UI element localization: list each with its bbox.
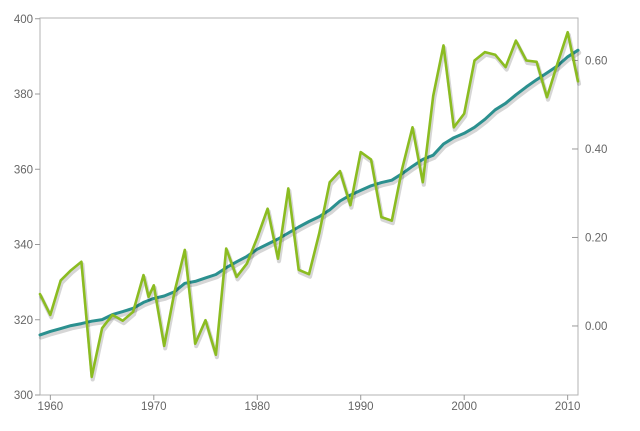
series-teal-smooth-shadow bbox=[38, 50, 582, 340]
x-axis-tick-label: 2000 bbox=[451, 401, 477, 413]
right-axis-tick-label: 0.60 bbox=[585, 55, 607, 67]
left-axis-tick-label: 300 bbox=[14, 390, 33, 402]
left-axis-tick-label: 340 bbox=[14, 240, 33, 252]
left-axis-tick-label: 380 bbox=[14, 89, 33, 101]
x-axis-tick-label: 1960 bbox=[38, 401, 64, 413]
series-green-jagged-shadow bbox=[38, 32, 582, 382]
plot-border bbox=[39, 17, 579, 396]
x-axis-tick-label: 2010 bbox=[555, 401, 581, 413]
series-teal-smooth bbox=[38, 48, 580, 337]
series-green-jagged bbox=[38, 30, 580, 379]
left-axis-tick-label: 360 bbox=[14, 164, 33, 176]
x-axis-tick-label: 1970 bbox=[141, 401, 167, 413]
right-axis-tick-label: 0.20 bbox=[585, 232, 607, 244]
left-axis-tick-label: 320 bbox=[14, 315, 33, 327]
right-axis-tick-label: 0.40 bbox=[585, 144, 607, 156]
x-axis-tick-label: 1980 bbox=[244, 401, 270, 413]
left-axis-tick-label: 400 bbox=[14, 14, 33, 26]
x-axis-tick-label: 1990 bbox=[348, 401, 374, 413]
right-axis-tick-label: 0.00 bbox=[585, 321, 607, 333]
